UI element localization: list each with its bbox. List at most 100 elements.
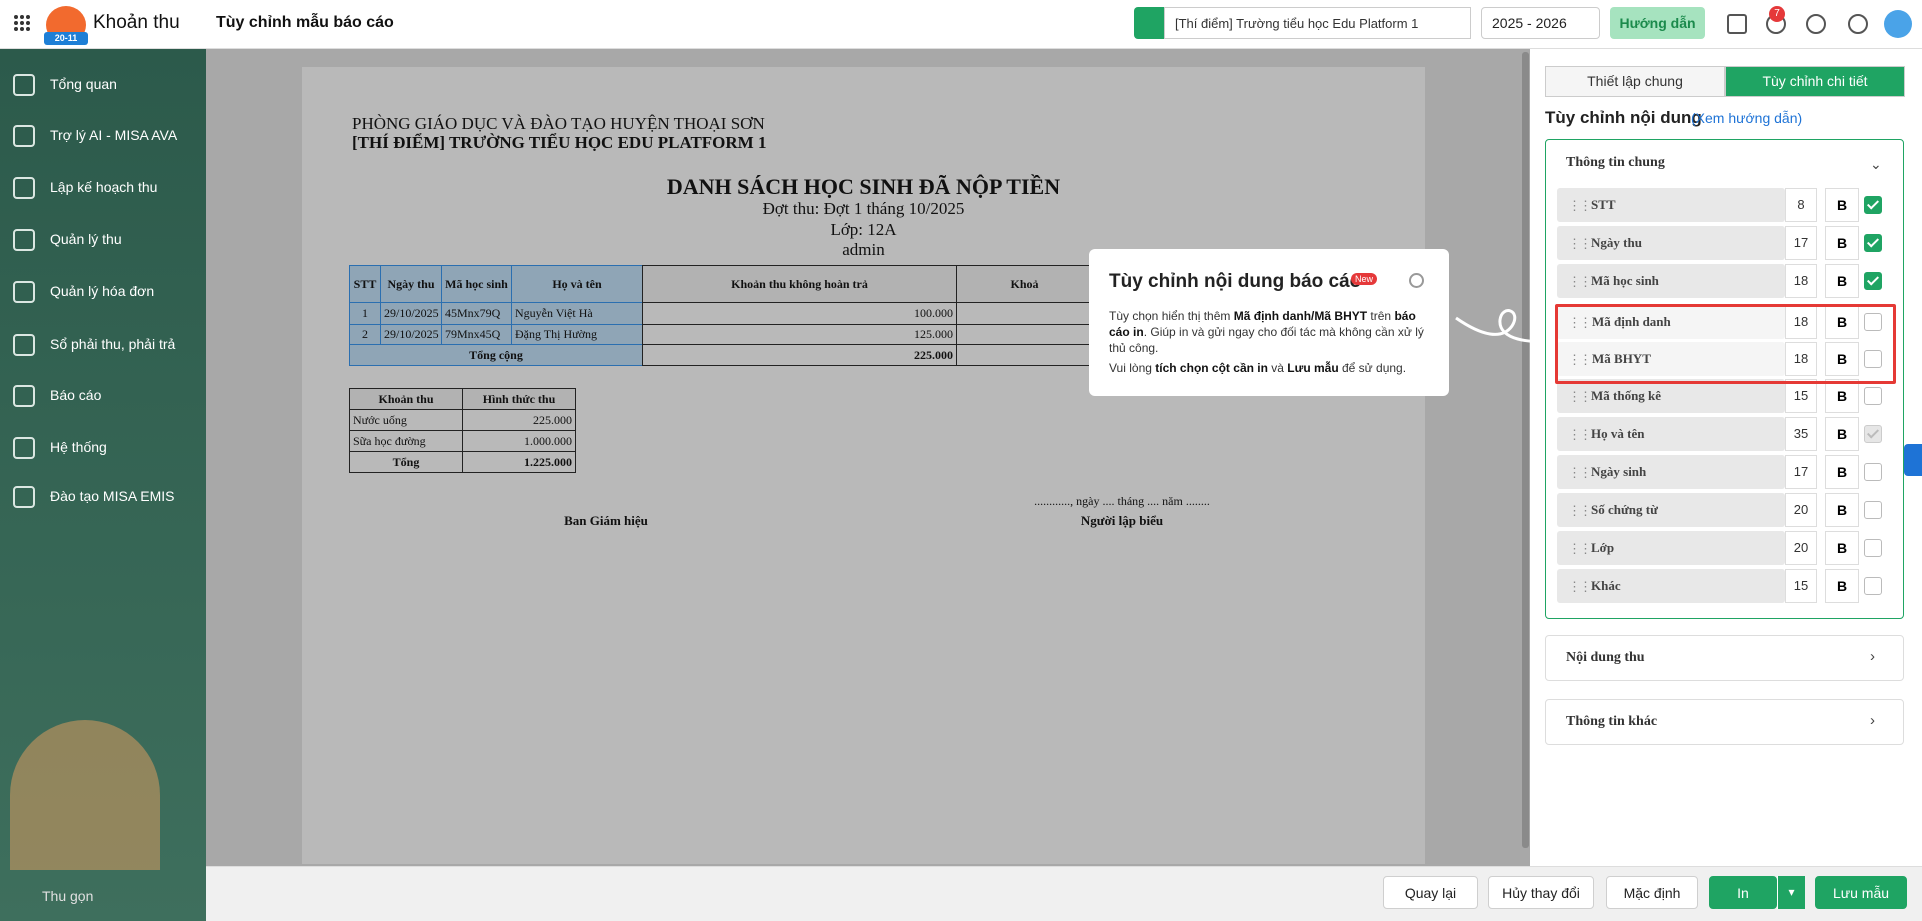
drag-handle[interactable]: ⋮⋮ bbox=[1568, 541, 1592, 556]
field-size[interactable]: 20 bbox=[1785, 493, 1817, 527]
field-size[interactable]: 8 bbox=[1785, 188, 1817, 222]
bold-toggle[interactable]: B bbox=[1825, 226, 1859, 260]
footer-button[interactable]: Quay lại bbox=[1383, 876, 1478, 909]
bold-toggle[interactable]: B bbox=[1825, 417, 1859, 451]
drag-handle[interactable]: ⋮⋮ bbox=[1568, 315, 1592, 330]
popup-paragraph: Tùy chọn hiển thị thêm Mã định danh/Mã B… bbox=[1109, 308, 1431, 356]
field-name: Số chứng từ bbox=[1591, 502, 1658, 517]
guide-button[interactable]: Hướng dẫn bbox=[1610, 7, 1705, 39]
apps-icon[interactable] bbox=[14, 15, 32, 33]
table-header: STT bbox=[349, 265, 381, 303]
field-size[interactable]: 20 bbox=[1785, 531, 1817, 565]
table-cell: 29/10/2025 bbox=[380, 302, 442, 325]
bold-toggle[interactable]: B bbox=[1825, 569, 1859, 603]
drag-handle[interactable]: ⋮⋮ bbox=[1568, 236, 1592, 251]
footer-button[interactable]: Lưu mẫu bbox=[1815, 876, 1907, 909]
chevron[interactable]: ⌄ bbox=[1870, 156, 1882, 172]
summary-cell: 225.000 bbox=[462, 409, 576, 431]
report-class: Lớp: 12A bbox=[830, 220, 897, 239]
sidebar-item[interactable]: Tổng quan bbox=[50, 76, 117, 92]
table-cell: 79Mnx45Q bbox=[441, 324, 512, 345]
drag-handle[interactable]: ⋮⋮ bbox=[1568, 352, 1592, 367]
drag-handle[interactable]: ⋮⋮ bbox=[1568, 579, 1592, 594]
checkbox[interactable] bbox=[1864, 387, 1882, 405]
header-icon[interactable] bbox=[1727, 14, 1747, 34]
print-dropdown[interactable]: ▾ bbox=[1777, 876, 1805, 909]
check-mark bbox=[1866, 273, 1880, 286]
field-size[interactable]: 15 bbox=[1785, 569, 1817, 603]
sidebar-item[interactable]: Trợ lý AI - MISA AVA bbox=[50, 127, 178, 143]
year-select[interactable]: 2025 - 2026 bbox=[1481, 7, 1600, 39]
table-cell bbox=[956, 302, 1092, 325]
sidebar-collapse[interactable]: Thu gọn bbox=[42, 888, 94, 904]
section-collapsed[interactable] bbox=[1545, 635, 1904, 681]
drag-handle[interactable]: ⋮⋮ bbox=[1568, 427, 1592, 442]
bold-toggle[interactable]: B bbox=[1825, 531, 1859, 565]
sidebar-item[interactable]: Báo cáo bbox=[50, 387, 102, 403]
field-size[interactable]: 15 bbox=[1785, 379, 1817, 413]
sidebar-item[interactable]: Sổ phải thu, phải trả bbox=[50, 336, 176, 352]
field-size[interactable]: 17 bbox=[1785, 455, 1817, 489]
drag-handle[interactable]: ⋮⋮ bbox=[1568, 274, 1592, 289]
highlight-box bbox=[1555, 304, 1896, 384]
bold-toggle[interactable]: B bbox=[1825, 264, 1859, 298]
sidebar-icon bbox=[13, 385, 35, 407]
table-cell: 100.000 bbox=[642, 302, 957, 325]
header-icon[interactable] bbox=[1806, 14, 1826, 34]
drag-handle[interactable]: ⋮⋮ bbox=[1568, 465, 1592, 480]
field-name: Mã BHYT bbox=[1592, 351, 1651, 366]
field-size[interactable]: 18 bbox=[1785, 342, 1817, 376]
field-size[interactable]: 18 bbox=[1785, 305, 1817, 339]
bold-toggle[interactable]: B bbox=[1825, 379, 1859, 413]
check-mark bbox=[1866, 426, 1880, 439]
checkbox[interactable] bbox=[1864, 196, 1882, 214]
drag-handle[interactable]: ⋮⋮ bbox=[1568, 389, 1592, 404]
sidebar-item[interactable]: Lập kế hoạch thu bbox=[50, 179, 158, 195]
checkbox[interactable] bbox=[1864, 350, 1882, 368]
section-collapsed[interactable] bbox=[1545, 699, 1904, 745]
dot bbox=[14, 21, 18, 25]
sidebar-item[interactable]: Hệ thống bbox=[50, 439, 107, 455]
field-size[interactable]: 17 bbox=[1785, 226, 1817, 260]
checkbox[interactable] bbox=[1864, 501, 1882, 519]
guide-link[interactable]: (Xem hướng dẫn) bbox=[1691, 110, 1803, 126]
bold-toggle[interactable]: B bbox=[1825, 305, 1859, 339]
checkbox[interactable] bbox=[1864, 272, 1882, 290]
sidebar-item[interactable]: Đào tạo MISA EMIS bbox=[50, 488, 175, 504]
table-header: Mã học sinh bbox=[441, 265, 512, 303]
tab[interactable]: Tùy chỉnh chi tiết bbox=[1725, 66, 1905, 97]
checkbox[interactable] bbox=[1864, 539, 1882, 557]
sidebar-item[interactable]: Quản lý hóa đơn bbox=[50, 283, 155, 299]
checkbox[interactable] bbox=[1864, 463, 1882, 481]
field-row bbox=[1557, 342, 1785, 376]
popup-text: trên bbox=[1367, 309, 1395, 323]
sidebar-icon bbox=[13, 74, 35, 96]
signer-right: Người lập biểu bbox=[1080, 513, 1164, 528]
header-icon[interactable] bbox=[1848, 14, 1868, 34]
bold-toggle[interactable]: B bbox=[1825, 342, 1859, 376]
footer-button[interactable]: Mặc định bbox=[1606, 876, 1698, 909]
dot bbox=[26, 27, 30, 31]
sidebar-item[interactable]: Quản lý thu bbox=[50, 231, 122, 247]
bold-toggle[interactable]: B bbox=[1825, 188, 1859, 222]
bold-toggle[interactable]: B bbox=[1825, 455, 1859, 489]
field-size[interactable]: 18 bbox=[1785, 264, 1817, 298]
report-creator: admin bbox=[842, 240, 885, 259]
panel-heading: Tùy chỉnh nội dung bbox=[1545, 108, 1702, 127]
drag-handle[interactable]: ⋮⋮ bbox=[1568, 198, 1592, 213]
footer-button[interactable]: Hủy thay đổi bbox=[1488, 876, 1594, 909]
checkbox[interactable] bbox=[1864, 313, 1882, 331]
checkbox[interactable] bbox=[1864, 577, 1882, 595]
section-title[interactable]: Thông tin chung bbox=[1566, 155, 1665, 170]
school-select[interactable]: [Thí điểm] Trường tiểu học Edu Platform … bbox=[1164, 7, 1471, 39]
bold-toggle[interactable]: B bbox=[1825, 493, 1859, 527]
side-tab[interactable] bbox=[1904, 444, 1922, 476]
popup-close[interactable] bbox=[1409, 273, 1424, 288]
tab[interactable]: Thiết lập chung bbox=[1545, 66, 1725, 97]
footer-button[interactable]: In bbox=[1709, 876, 1777, 909]
app-name: Khoản thu bbox=[93, 12, 180, 33]
drag-handle[interactable]: ⋮⋮ bbox=[1568, 503, 1592, 518]
field-size[interactable]: 35 bbox=[1785, 417, 1817, 451]
checkbox[interactable] bbox=[1864, 234, 1882, 252]
avatar[interactable] bbox=[1884, 10, 1912, 38]
